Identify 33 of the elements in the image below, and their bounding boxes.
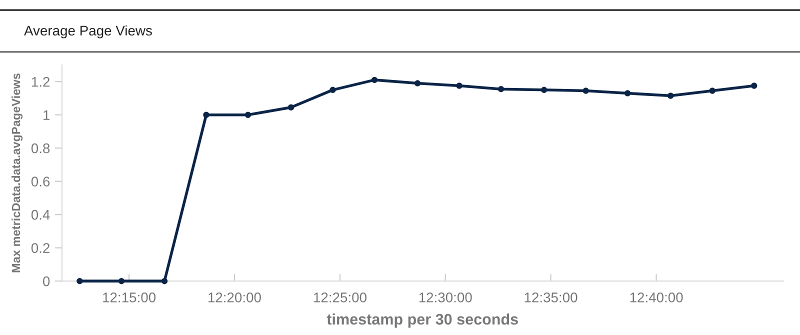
point [667, 92, 674, 99]
point [582, 88, 589, 94]
y-tick-label: 0.2 [31, 243, 50, 253]
y-tick-label: 0 [43, 276, 50, 286]
point [371, 76, 378, 84]
x-tick-label: 12:15:00 [103, 292, 156, 302]
point [330, 86, 336, 94]
point [288, 104, 294, 110]
point [540, 86, 548, 94]
y-axis-title: Max metricData.data.avgPageViews [12, 74, 23, 272]
y-tick-label: 1.2 [32, 76, 50, 87]
chart-title: Average Page Views [24, 25, 152, 38]
point [750, 82, 758, 89]
point [414, 80, 421, 86]
x-tick-label: 12:30:00 [419, 292, 472, 302]
y-tick-label: 0.8 [31, 143, 50, 154]
x-tick-label: 12:40:00 [630, 292, 683, 302]
x-tick-label: 12:25:00 [314, 292, 366, 302]
x-tick-label: 12:20:00 [208, 292, 261, 302]
x-axis-title: timestamp per 30 seconds [326, 313, 518, 328]
point [203, 112, 210, 118]
point [76, 278, 83, 284]
y-tick-label: 0.6 [31, 176, 50, 187]
point [624, 90, 631, 96]
point [456, 82, 462, 89]
y-tick-label: 1 [44, 110, 50, 120]
x-tick-label: 12:35:00 [524, 292, 578, 302]
point [498, 86, 504, 92]
point [161, 278, 168, 284]
y-tick-label: 0.4 [31, 210, 50, 220]
point [709, 88, 716, 94]
point [244, 112, 252, 118]
point [118, 278, 125, 284]
